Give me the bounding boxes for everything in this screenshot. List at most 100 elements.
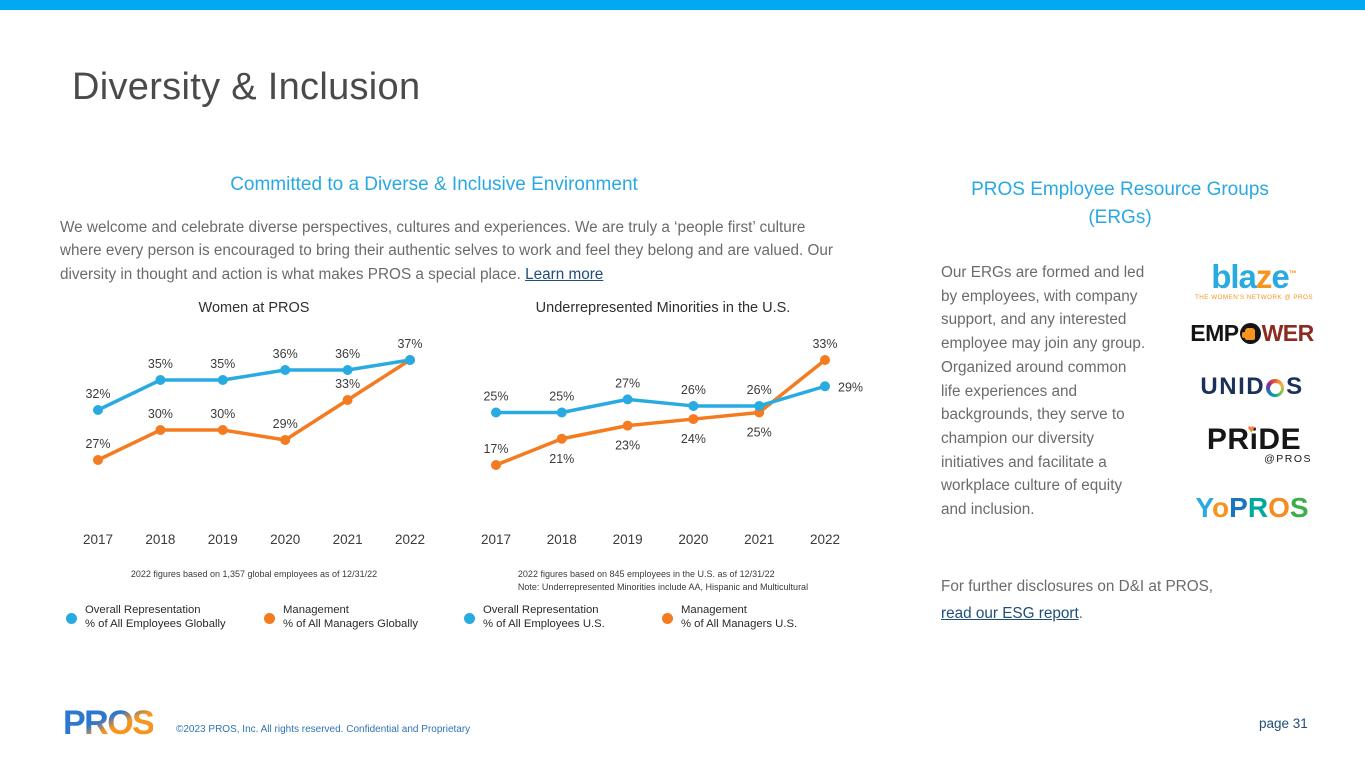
data-point-label: 25%	[747, 426, 772, 440]
x-axis-label: 2017	[481, 532, 511, 547]
data-point	[93, 455, 103, 465]
data-point-label: 25%	[483, 390, 508, 404]
pride-subtitle: @PROS	[1264, 453, 1312, 465]
data-point-label: 35%	[210, 357, 235, 371]
legend-item: Management% of All Managers Globally	[264, 604, 442, 631]
data-point	[556, 407, 567, 418]
unidos-logo: UNID S	[1186, 373, 1318, 401]
x-axis-label: 2020	[270, 532, 300, 547]
data-point	[405, 355, 415, 365]
data-point	[342, 365, 353, 375]
blaze-wordmark: blaze™	[1188, 258, 1320, 293]
page-number: page 31	[1259, 716, 1308, 731]
data-point-label: 30%	[210, 407, 235, 421]
data-point	[820, 355, 830, 365]
data-point-label: 29%	[273, 417, 298, 431]
disclosure-note: For further disclosures on D&I at PROS, …	[941, 573, 1221, 627]
legend-item: Overall Representation% of All Employees…	[464, 604, 642, 631]
raised-fist-icon	[1239, 323, 1261, 344]
data-point	[491, 407, 501, 418]
data-point-label: 27%	[85, 437, 110, 451]
legend-label: Management% of All Managers Globally	[283, 604, 418, 630]
data-point	[688, 414, 699, 425]
yopros-letter: O	[1268, 492, 1290, 523]
legend-dot-icon	[662, 613, 673, 624]
empower-text-prefix: EMP	[1190, 320, 1239, 346]
line-chart: 32% 35% 35% 36% 36% 37% 27% 30% 30% 29% 33% 2017 201…	[83, 337, 425, 547]
data-point-label: 33%	[335, 377, 360, 391]
data-point	[622, 420, 633, 431]
data-point-label: 37%	[397, 337, 422, 351]
x-axis-label: 2018	[547, 532, 577, 547]
legend-dot-icon	[66, 613, 77, 624]
data-point-label: 33%	[812, 337, 837, 351]
data-point-label: 32%	[85, 387, 110, 401]
unidos-text-prefix: UNID	[1200, 373, 1266, 400]
pride-wordmark: PR♥iDE	[1188, 422, 1320, 456]
legend-label: Overall Representation% of All Employees…	[85, 604, 226, 630]
fist-shape	[1242, 327, 1256, 340]
data-point-label: 30%	[148, 407, 173, 421]
x-axis-label: 2022	[810, 532, 840, 547]
left-section-paragraph: We welcome and celebrate diverse perspec…	[60, 216, 842, 286]
unidos-text-suffix: S	[1286, 373, 1304, 400]
esg-report-link[interactable]: read our ESG report	[941, 605, 1079, 622]
pride-i-char: i	[1250, 423, 1259, 456]
blaze-logo: blaze™ THE WOMEN'S NETWORK @ PROS	[1188, 258, 1320, 301]
legend-item: Management% of All Managers U.S.	[662, 604, 840, 631]
data-point-label: 24%	[681, 432, 706, 446]
x-axis-label: 2021	[333, 532, 363, 547]
yopros-letter: R	[1247, 492, 1269, 523]
chart-title: Underrepresented Minorities in the U.S.	[535, 300, 791, 316]
data-point	[342, 395, 353, 405]
x-axis-label: 2021	[744, 532, 774, 547]
data-point	[280, 365, 291, 375]
right-heading-line2: (ERGs)	[1088, 207, 1152, 228]
left-section-heading: Committed to a Diverse & Inclusive Envir…	[230, 174, 638, 195]
chart-title: Women at PROS	[198, 300, 310, 316]
yopros-letter: P	[1229, 492, 1248, 523]
data-point	[280, 435, 291, 445]
data-point-label: 36%	[335, 347, 360, 361]
disclosure-text: For further disclosures on D&I at PROS,	[941, 578, 1214, 595]
x-axis-label: 2018	[145, 532, 175, 547]
x-axis-label: 2019	[208, 532, 238, 547]
left-paragraph-text: We welcome and celebrate diverse perspec…	[60, 219, 833, 283]
data-point-label: 26%	[681, 383, 706, 397]
chart-women-at-pros: Women at PROS 32% 35% 35% 36% 36% 37% 27% 30% 30…	[60, 300, 448, 631]
pride-letter-i: ♥i	[1248, 422, 1259, 456]
yopros-letter: S	[1289, 492, 1309, 523]
pros-logo: PROS	[63, 704, 155, 742]
data-point	[93, 405, 103, 415]
pride-logo: PR♥iDE @PROS	[1188, 422, 1320, 465]
data-point-label: 23%	[615, 439, 640, 453]
legend-item: Overall Representation% of All Employees…	[66, 604, 244, 631]
legend-dot-icon	[464, 613, 475, 624]
disclosure-period: .	[1078, 605, 1083, 622]
chart-footnote: 2022 figures based on 845 employees in t…	[517, 569, 775, 579]
blaze-text-blue: bla	[1211, 258, 1257, 295]
data-point	[820, 381, 830, 392]
legend-dot-icon	[264, 613, 275, 624]
legend-label: Management% of All Managers U.S.	[681, 604, 798, 630]
right-heading-line1: PROS Employee Resource Groups	[971, 179, 1269, 200]
legend-label: Overall Representation% of All Employees…	[483, 604, 605, 630]
right-section-heading: PROS Employee Resource Groups (ERGs)	[920, 176, 1320, 232]
line-chart-canvas: 32% 35% 35% 36% 36% 37% 27% 30% 30% 29% 33% 2017 201…	[60, 322, 448, 554]
chart-legend: Overall Representation% of All Employees…	[60, 604, 448, 631]
data-point	[217, 375, 228, 385]
data-point	[556, 433, 567, 444]
data-point	[491, 460, 501, 470]
x-axis-label: 2017	[83, 532, 113, 547]
x-axis-label: 2022	[395, 532, 425, 547]
yopros-logo: YoPROS	[1186, 492, 1318, 524]
line-chart: 25% 25% 27% 26% 26% 29% 17% 21% 23% 24% 25% 33% 2017…	[481, 337, 863, 547]
data-point-label: 17%	[483, 442, 508, 456]
data-point-label: 29%	[838, 380, 863, 394]
data-point	[155, 425, 166, 435]
yopros-letter: o	[1212, 492, 1230, 523]
data-point	[155, 375, 166, 385]
rainbow-heart-icon: ♥	[1248, 413, 1256, 445]
learn-more-link[interactable]: Learn more	[525, 265, 604, 283]
chart-footnotes: 2022 figures based on 1,357 global emplo…	[131, 568, 377, 598]
